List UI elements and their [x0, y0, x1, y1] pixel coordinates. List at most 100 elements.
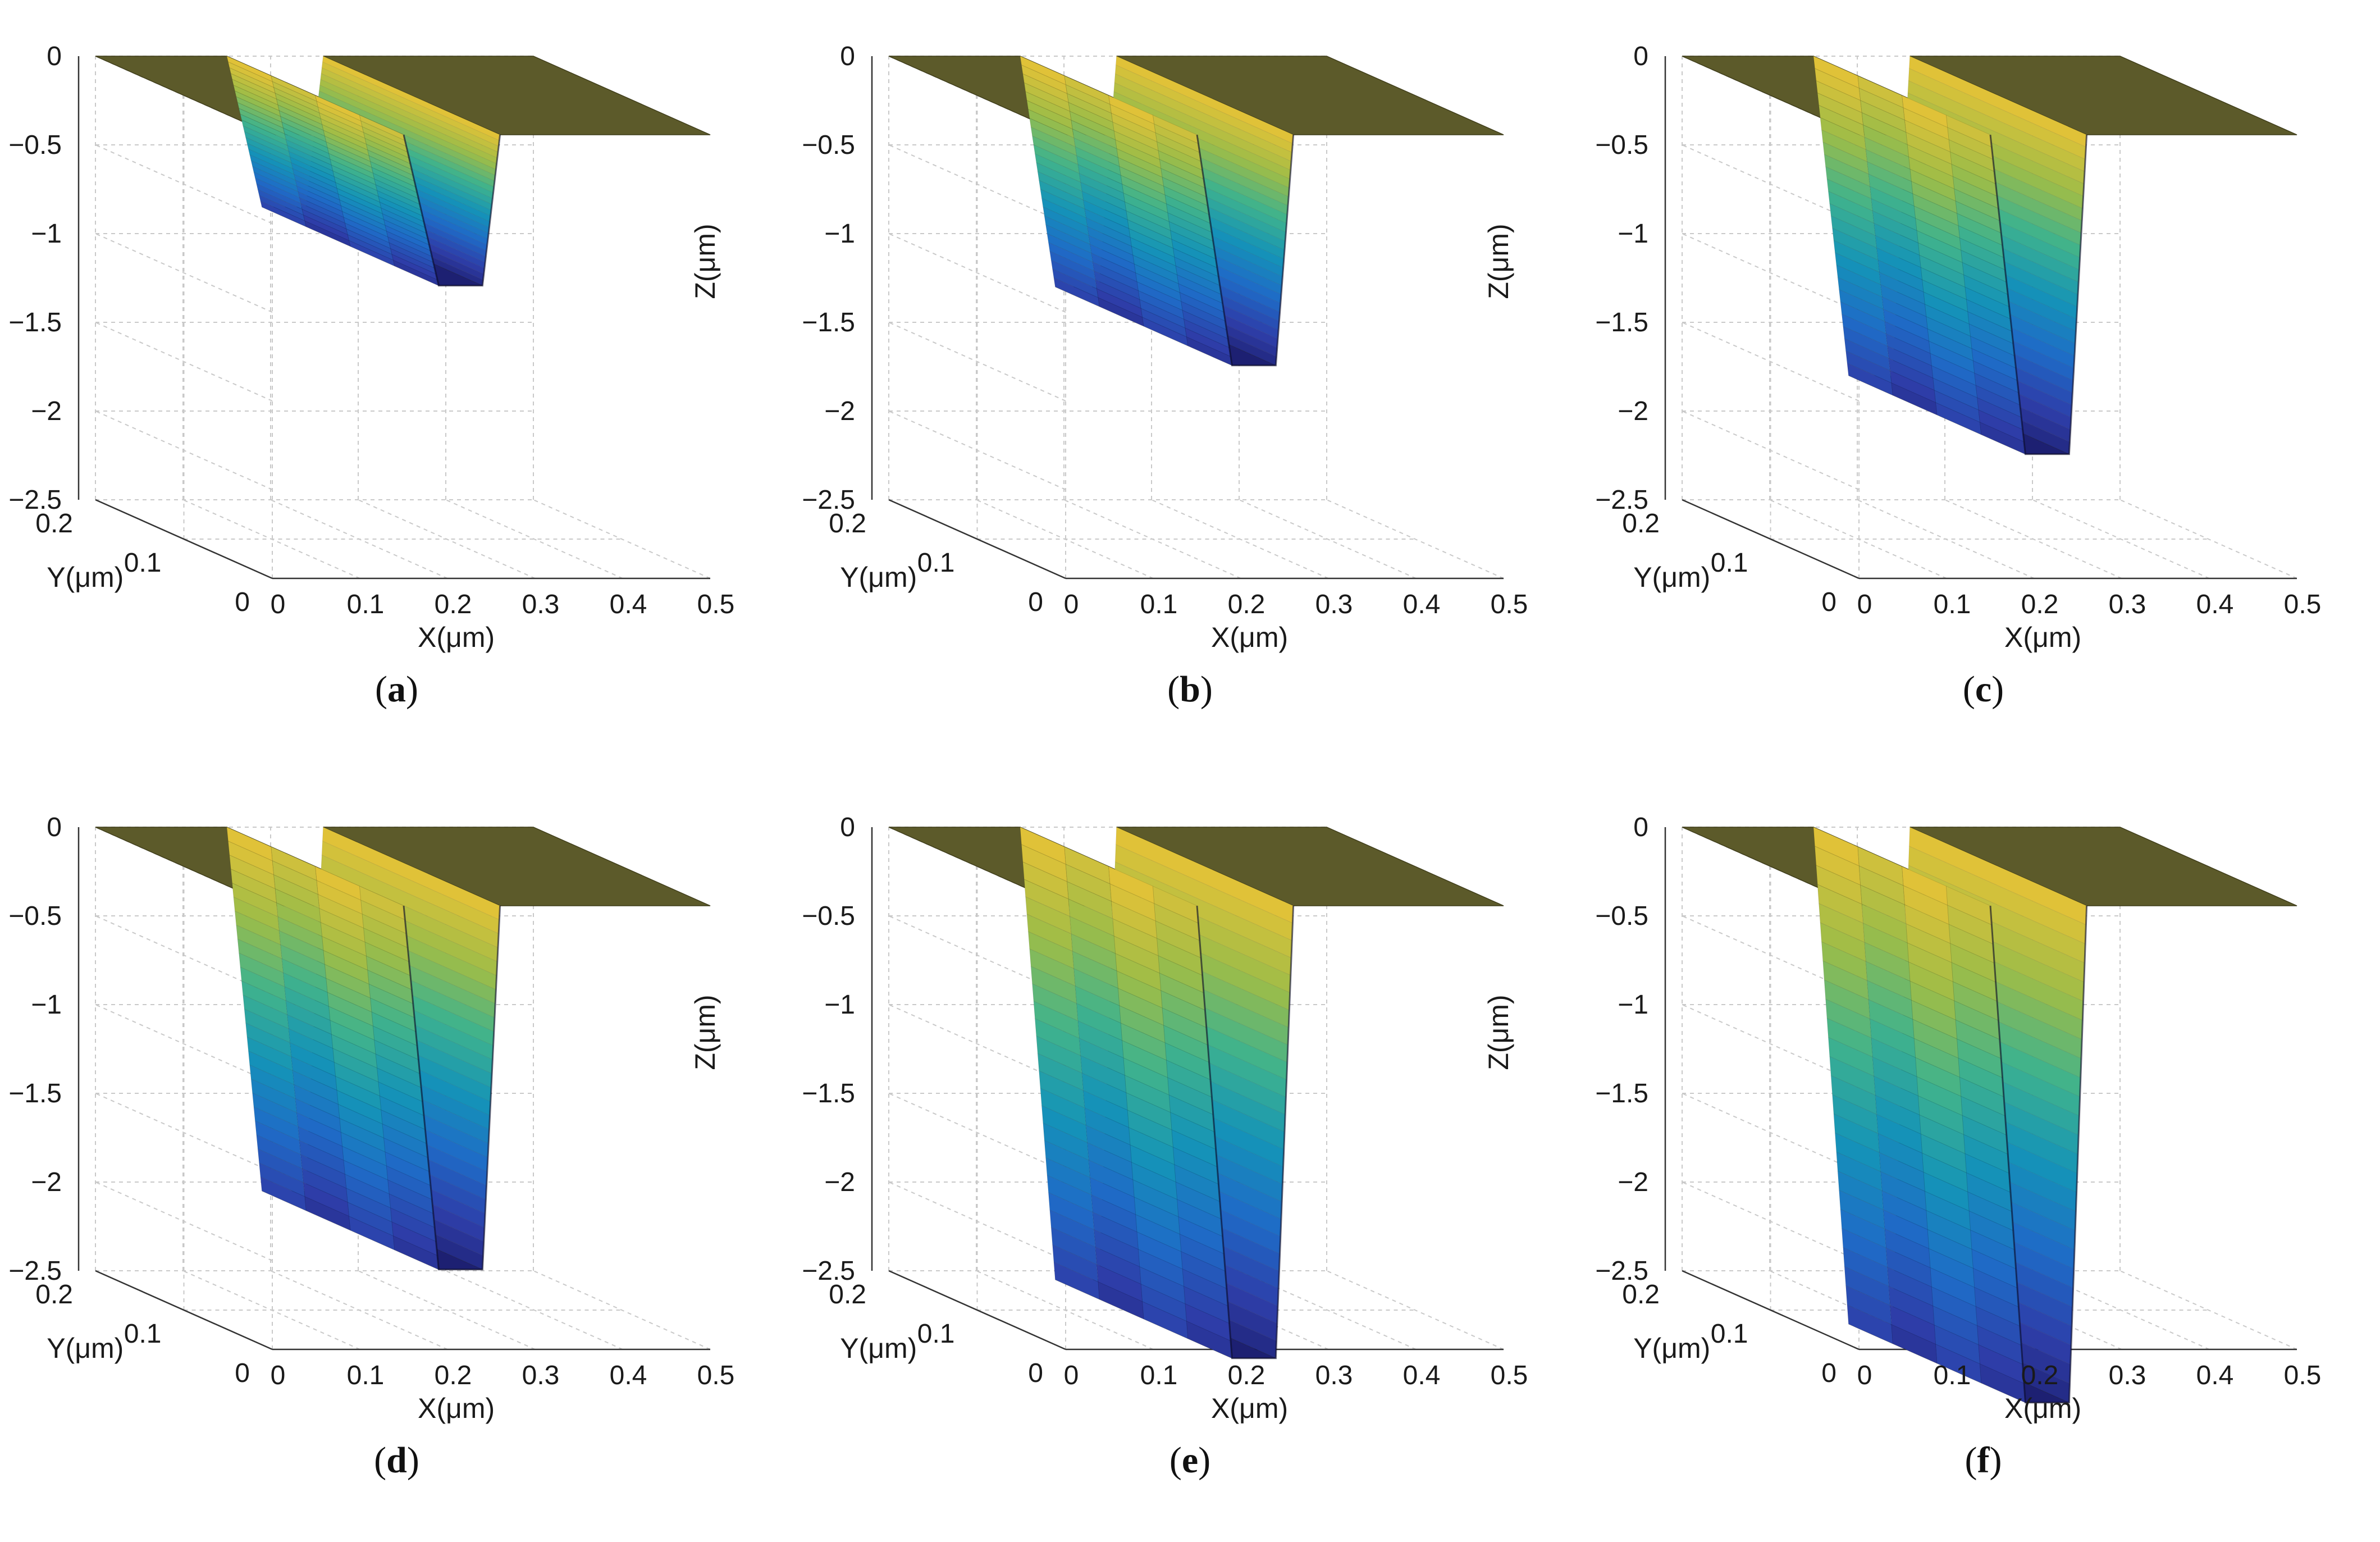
caption-open: ( — [1169, 1440, 1182, 1481]
chart-panel-a: 0 −0.5 −1 −1.5 −2 −2.5 0 0.1 0.2 0.3 0.4 0.5 0 0.1 0.2… — [0, 0, 793, 771]
x-tick-label: 0.5 — [2284, 590, 2322, 619]
grid-line — [1682, 1093, 1860, 1173]
groove-profile — [1989, 134, 2088, 455]
grid-line — [888, 410, 1066, 490]
chart-panel-d: 0 −0.5 −1 −1.5 −2 −2.5 0 0.1 0.2 0.3 0.4 0.5 0 0.1 0.2… — [0, 771, 793, 1542]
y-tick-label: 0.1 — [1711, 1319, 1748, 1349]
chart-panel-c: 0 −0.5 −1 −1.5 −2 −2.5 0 0.1 0.2 0.3 0.4 0.5 0 0.1 0.2… — [1483, 0, 2380, 771]
z-tick-label: −1.5 — [802, 308, 855, 337]
x-axis-label: X(μm) — [2004, 622, 2081, 653]
caption-close: ) — [1989, 1440, 2002, 1481]
x-tick-label: 0.1 — [347, 590, 385, 619]
grid-line — [888, 322, 1066, 402]
z-tick-label: 0 — [840, 813, 855, 842]
groove-left-wall-strip — [1847, 1304, 1893, 1344]
groove-left-wall-strip — [1053, 277, 1100, 307]
caption-open: ( — [374, 1440, 387, 1481]
caption-letter: c — [1975, 669, 1992, 710]
z-tick-label: −2 — [824, 1167, 855, 1197]
groove-profile — [403, 134, 501, 287]
y-tick-label: 0.1 — [917, 1319, 955, 1349]
y-axis-label: Y(μm) — [840, 562, 917, 593]
caption-letter: b — [1180, 669, 1200, 710]
grid-line — [1682, 1004, 1860, 1084]
y-axis-line — [95, 1270, 273, 1351]
caption-open: ( — [1962, 669, 1975, 710]
z-tick-label: −0.5 — [802, 901, 855, 931]
x-tick-label: 0.3 — [522, 590, 560, 619]
z-tick-label: −2.5 — [8, 485, 62, 515]
z-tick-label: −2.5 — [1595, 1256, 1648, 1286]
z-tick-label: −1.5 — [1595, 1079, 1648, 1108]
caption-close: ) — [1198, 1440, 1211, 1481]
y-axis-line — [888, 1270, 1066, 1351]
grid-line — [888, 233, 1066, 313]
y-tick-label: 0 — [1821, 587, 1837, 617]
x-tick-label: 0.4 — [610, 590, 647, 619]
z-tick-label: −2.5 — [1595, 485, 1648, 515]
caption-close: ) — [1200, 669, 1213, 710]
grid-line — [1326, 1270, 1504, 1350]
caption-close: ) — [1991, 669, 2004, 710]
z-axis-label: Z(μm) — [1483, 223, 1514, 299]
y-tick-label: 0.1 — [1711, 548, 1748, 578]
y-tick-label: 0.2 — [829, 1280, 866, 1310]
x-tick-label: 0.1 — [1934, 1361, 1971, 1390]
panel-caption: (b) — [793, 668, 1587, 711]
y-axis-label: Y(μm) — [1633, 1333, 1710, 1364]
grid-line — [533, 1270, 711, 1350]
z-tick-label: −2 — [824, 396, 855, 426]
x-tick-label: 0.4 — [1403, 590, 1441, 619]
groove-left-wall-strip — [1053, 1262, 1100, 1300]
x-tick-label: 0.1 — [1140, 590, 1178, 619]
grid-line — [1682, 233, 1860, 313]
groove-profile — [403, 905, 501, 1271]
surface — [1682, 827, 2297, 1404]
groove-profile — [1196, 134, 1295, 367]
x-tick-label: 0.3 — [2109, 590, 2146, 619]
surface — [95, 56, 711, 287]
chart-panel-b: 0 −0.5 −1 −1.5 −2 −2.5 0 0.1 0.2 0.3 0.4 0.5 0 0.1 0.2… — [689, 0, 1587, 771]
panel-caption: (d) — [0, 1439, 793, 1482]
z-tick-label: −2 — [1618, 1167, 1648, 1197]
x-axis-label: X(μm) — [2004, 1393, 2081, 1424]
y-tick-label: 0.2 — [829, 509, 866, 539]
tick-labels: 0 −0.5 −1 −1.5 −2 −2.5 0 0.1 0.2 0.3 0.4 0.5 0 0.1 0.2… — [689, 42, 1528, 653]
grid-line — [888, 1181, 1066, 1261]
z-tick-label: −1 — [1618, 219, 1648, 249]
x-tick-label: 0.1 — [1140, 1361, 1178, 1390]
y-tick-label: 0.1 — [124, 548, 162, 578]
z-tick-label: −0.5 — [1595, 130, 1648, 160]
caption-close: ) — [406, 669, 418, 710]
panel-caption: (e) — [793, 1439, 1587, 1482]
axes — [871, 56, 1504, 580]
z-tick-label: −2.5 — [8, 1256, 62, 1286]
z-tick-label: −1 — [824, 990, 855, 1020]
x-axis-label: X(μm) — [418, 1393, 495, 1424]
x-tick-label: 0.5 — [697, 1361, 735, 1390]
panel-caption: (f) — [1587, 1439, 2380, 1482]
y-tick-label: 0.2 — [1622, 1280, 1660, 1310]
x-tick-label: 0 — [1064, 1361, 1079, 1390]
y-axis-label: Y(μm) — [840, 1333, 917, 1364]
y-tick-label: 0.2 — [35, 1280, 73, 1310]
x-tick-label: 0.4 — [2196, 1361, 2234, 1390]
z-axis-label: Z(μm) — [689, 994, 721, 1070]
caption-open: ( — [1167, 669, 1180, 710]
surface-plot-c: 0 −0.5 −1 −1.5 −2 −2.5 0 0.1 0.2 0.3 0.4 0.5 0 0.1 0.2… — [1483, 42, 2322, 653]
z-tick-label: −1.5 — [8, 1079, 62, 1108]
caption-letter: d — [386, 1440, 407, 1481]
x-axis-label: X(μm) — [418, 622, 495, 653]
x-tick-label: 0.5 — [1491, 1361, 1528, 1390]
grid-line — [2032, 499, 2210, 579]
surface — [95, 827, 711, 1271]
grid-line — [1682, 322, 1860, 402]
surface-plot-d: 0 −0.5 −1 −1.5 −2 −2.5 0 0.1 0.2 0.3 0.4 0.5 0 0.1 0.2… — [8, 813, 735, 1424]
groove-profile — [1989, 905, 2088, 1404]
grid-line — [95, 1181, 273, 1261]
z-tick-label: −1 — [31, 990, 62, 1020]
grid-line — [2119, 1270, 2297, 1350]
z-tick-label: −2.5 — [802, 485, 855, 515]
surface — [888, 827, 1504, 1359]
x-tick-label: 0.2 — [1228, 590, 1266, 619]
